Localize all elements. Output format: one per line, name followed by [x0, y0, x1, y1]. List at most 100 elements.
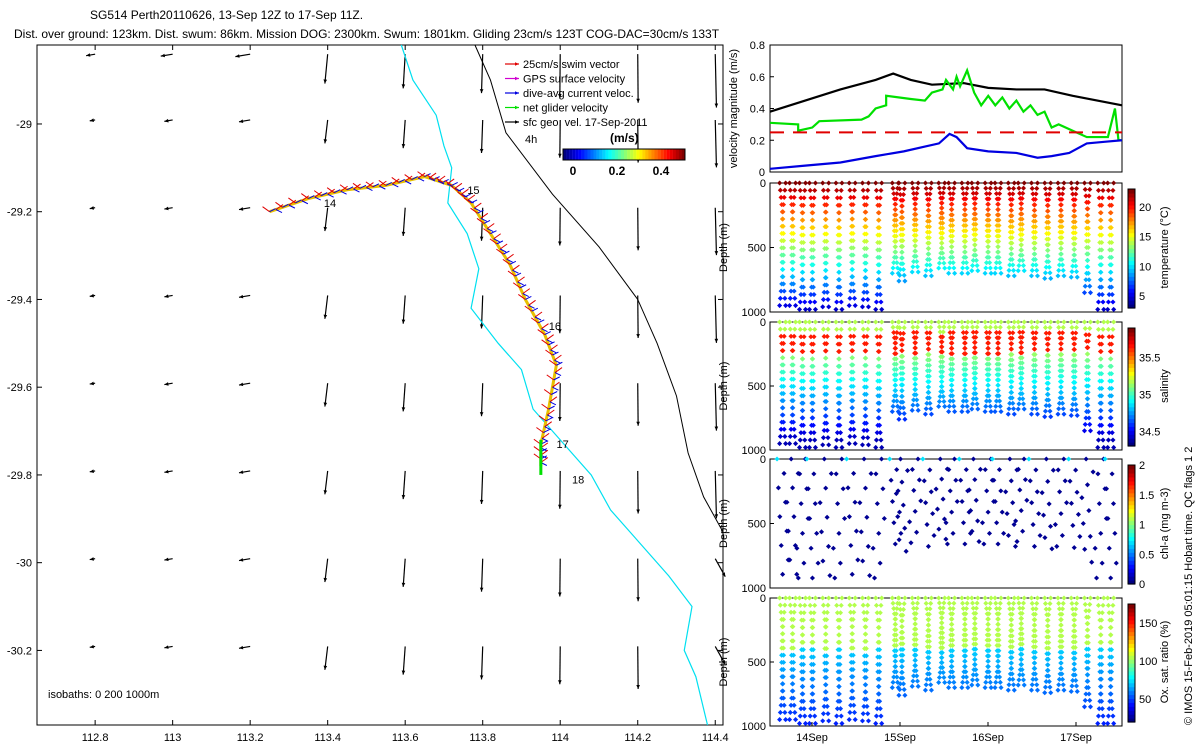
data-point [1105, 602, 1111, 608]
data-point [799, 639, 805, 645]
data-point [1011, 180, 1017, 186]
data-point [808, 430, 814, 436]
data-point [985, 387, 991, 394]
data-point [970, 401, 976, 407]
data-point [1018, 615, 1025, 622]
geo-arrow [714, 383, 718, 431]
data-point [1071, 390, 1078, 396]
data-point [849, 259, 855, 265]
data-point [780, 412, 786, 418]
data-point [849, 631, 855, 637]
dac-vector [549, 401, 557, 406]
data-point [793, 595, 799, 601]
colorbar-cell [1128, 643, 1135, 648]
data-point [1059, 400, 1066, 406]
geo-arrow [480, 470, 484, 504]
dac-vector [353, 188, 360, 193]
data-point [852, 180, 858, 186]
data-point [1086, 415, 1092, 421]
data-point [862, 391, 868, 397]
data-point [946, 319, 952, 325]
swim-vector [435, 177, 443, 183]
data-point [821, 195, 827, 201]
data-point [948, 372, 954, 378]
data-point [810, 415, 816, 421]
data-point [941, 324, 947, 330]
data-point [822, 384, 828, 390]
data-point [962, 663, 968, 670]
data-point [1010, 676, 1016, 682]
data-point [808, 661, 815, 667]
data-point [987, 191, 993, 197]
data-point [964, 679, 970, 685]
data-point [1044, 375, 1050, 381]
data-point [960, 520, 967, 526]
dac-vector [392, 183, 399, 188]
data-point [1021, 406, 1027, 412]
data-point [1100, 326, 1106, 332]
colorbar-tick: 50 [1139, 694, 1151, 706]
data-point [944, 541, 950, 547]
data-point [875, 400, 881, 406]
data-point [1018, 386, 1025, 392]
data-point [1084, 396, 1090, 402]
data-point [1070, 191, 1076, 197]
data-point [847, 433, 853, 439]
data-point [849, 209, 856, 215]
data-point [1008, 246, 1014, 252]
data-point [971, 360, 977, 366]
data-point [1010, 191, 1016, 197]
data-point [973, 257, 979, 263]
y-tick-label: -29.2 [7, 207, 32, 219]
data-point [894, 674, 900, 680]
data-point [1101, 444, 1107, 450]
data-point [879, 180, 885, 186]
data-point [1082, 697, 1088, 703]
data-point [987, 260, 993, 266]
data-point [964, 265, 970, 271]
data-point [936, 185, 942, 191]
data-point [877, 706, 883, 712]
data-point [863, 275, 869, 281]
data-point [1084, 251, 1090, 257]
colorbar-cell [1128, 189, 1135, 194]
y-tick-label: -30 [16, 558, 32, 570]
data-point [914, 673, 920, 679]
data-point [1059, 606, 1066, 612]
colorbar-cell [1128, 524, 1135, 530]
data-point [994, 642, 1000, 648]
data-point [1028, 411, 1035, 417]
data-point [977, 466, 983, 472]
dac-vector [474, 207, 481, 212]
data-point [825, 543, 832, 549]
data-point [1105, 319, 1111, 325]
colorbar-cell [1128, 367, 1135, 372]
data-point [1010, 682, 1017, 688]
data-point [925, 633, 931, 639]
colorbar-label: salinity [1159, 369, 1171, 403]
data-point [1105, 180, 1111, 186]
geo-arrow-head [721, 572, 726, 577]
swim-vector [417, 172, 426, 179]
colorbar-cell [1128, 635, 1135, 640]
data-point [789, 369, 795, 375]
data-point [1058, 251, 1064, 257]
data-point [1057, 229, 1063, 235]
dac-vector [545, 417, 553, 422]
colorbar-frame [562, 148, 686, 161]
data-point [893, 663, 899, 670]
data-point [1087, 283, 1093, 289]
data-point [807, 437, 813, 443]
colorbar-cell [1128, 702, 1135, 707]
data-point [822, 674, 828, 681]
data-point [847, 187, 853, 193]
data-point [891, 222, 897, 229]
data-point [1028, 595, 1035, 601]
data-point [936, 595, 942, 601]
data-point [1042, 535, 1048, 541]
data-point [778, 333, 784, 339]
data-point [997, 605, 1003, 612]
data-point [809, 269, 815, 275]
data-point [1057, 489, 1063, 495]
swim-vector [352, 182, 361, 189]
